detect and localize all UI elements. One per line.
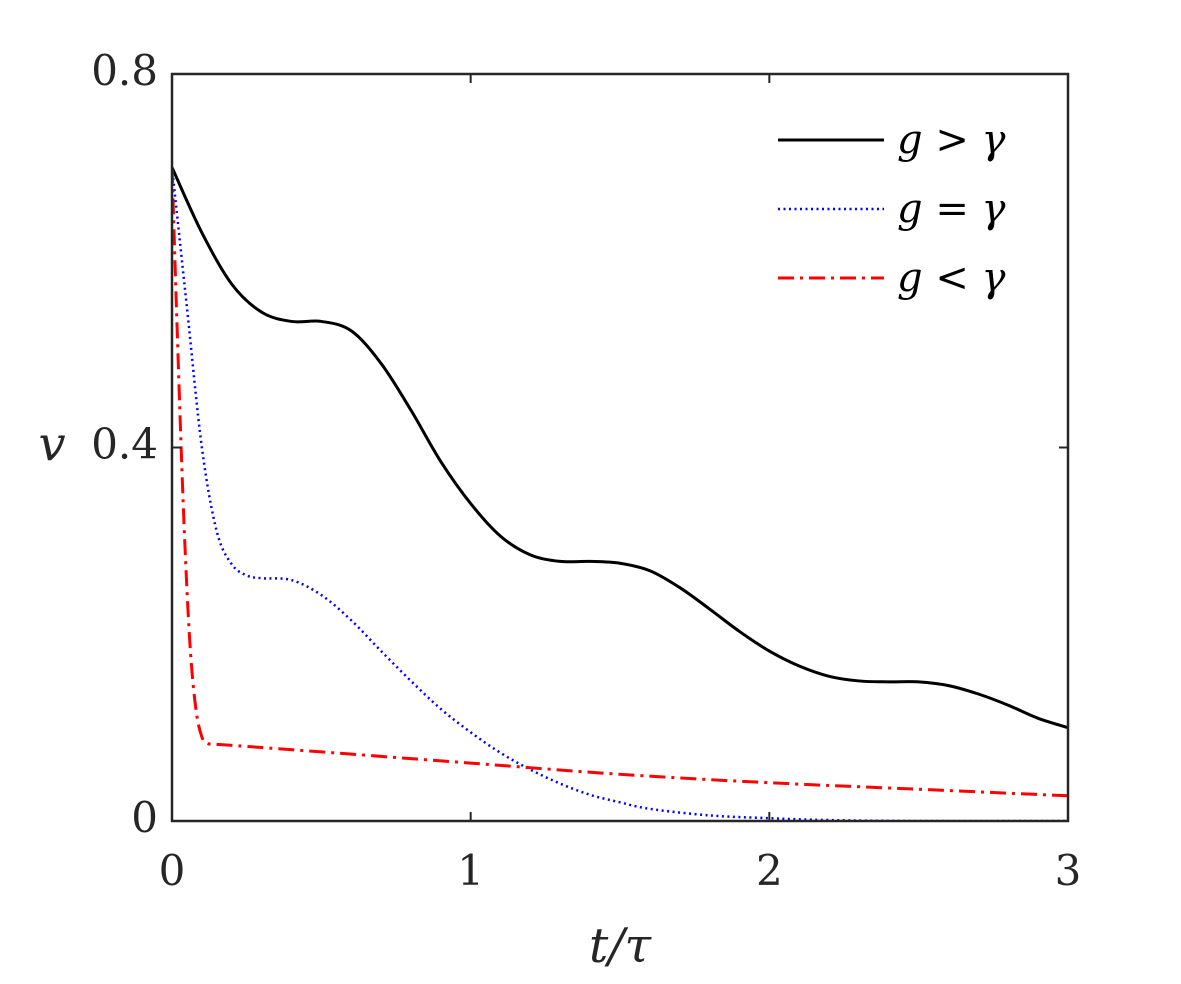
x-tick-label-3: 3 xyxy=(1055,846,1082,895)
legend-label-g-less-gamma: g < γ xyxy=(897,255,1006,301)
y-axis-label: v xyxy=(38,417,65,473)
x-tick-label-0: 0 xyxy=(159,846,186,895)
series-line-g-greater-gamma xyxy=(172,166,1068,730)
legend: g > γ g = γ g < γ xyxy=(778,117,1006,301)
legend-entry-g-less-gamma: g < γ xyxy=(778,255,1006,301)
plot-area-background xyxy=(172,74,1068,821)
y-tick-label-1: 0.4 xyxy=(91,420,158,469)
x-tick-label-2: 2 xyxy=(756,846,783,895)
legend-label-g-greater-gamma: g > γ xyxy=(897,117,1006,163)
y-tick-label-0: 0 xyxy=(131,793,158,842)
series-layer xyxy=(172,166,1068,821)
legend-label-g-equal-gamma: g = γ xyxy=(897,186,1006,232)
x-axis-label: t/τ xyxy=(589,918,652,974)
legend-entry-g-greater-gamma: g > γ xyxy=(778,117,1006,163)
ticks-layer: 0 1 2 3 0 0.4 0.8 xyxy=(91,46,1081,895)
legend-entry-g-equal-gamma: g = γ xyxy=(778,186,1006,232)
series-line-g-less-gamma xyxy=(172,167,1068,798)
y-tick-label-2: 0.8 xyxy=(91,46,158,95)
series-line-g-equal-gamma xyxy=(172,167,1068,821)
x-tick-label-1: 1 xyxy=(457,846,484,895)
